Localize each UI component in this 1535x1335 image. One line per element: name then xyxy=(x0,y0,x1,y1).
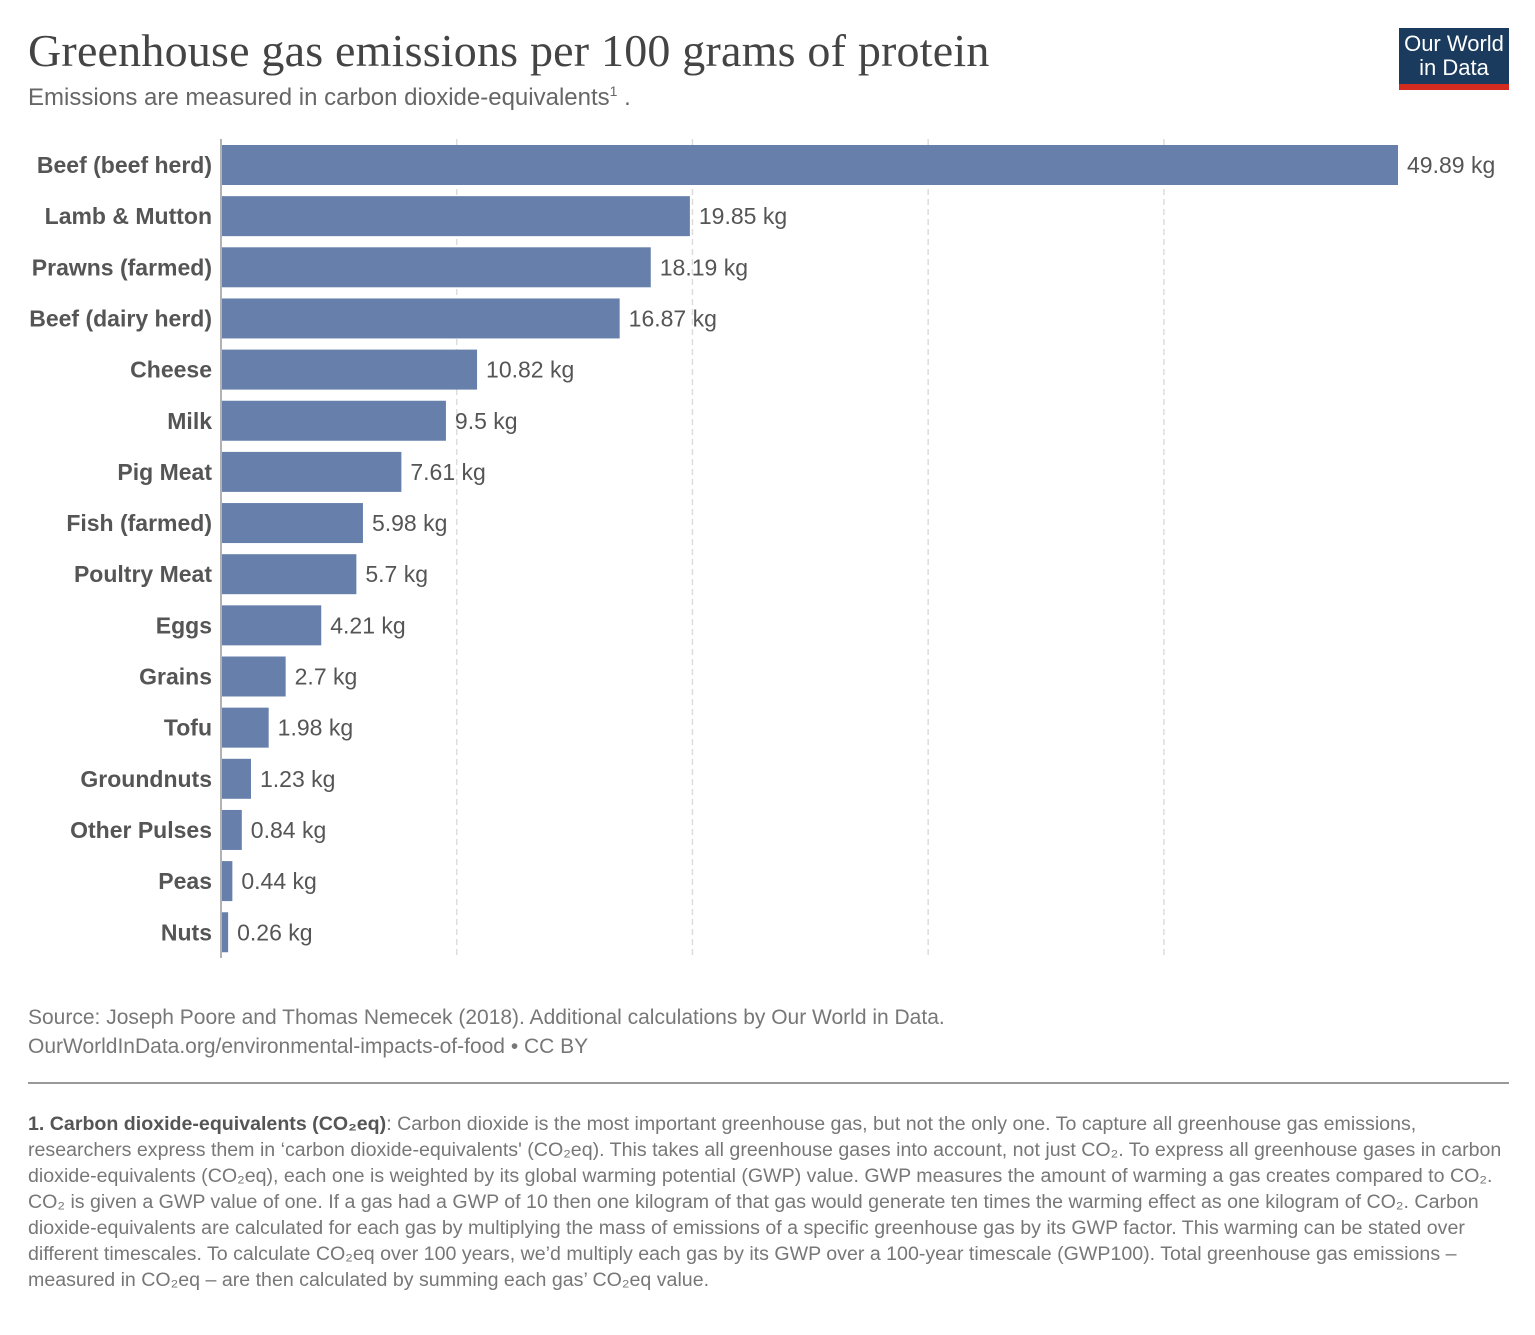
category-label: Grains xyxy=(139,664,212,690)
bar-row[interactable]: Grains 2.7 kg xyxy=(139,656,358,697)
value-label: 1.98 kg xyxy=(278,715,353,741)
gridlines xyxy=(455,139,1165,958)
bar[interactable] xyxy=(222,400,446,441)
bar-row[interactable]: Nuts 0.26 kg xyxy=(161,912,313,953)
bar[interactable] xyxy=(222,145,1398,185)
bar[interactable] xyxy=(222,605,322,646)
category-label: Milk xyxy=(167,408,212,434)
category-label: Pig Meat xyxy=(117,459,212,485)
bar-row[interactable]: Lamb & Mutton 19.85 kg xyxy=(45,196,788,237)
bar[interactable] xyxy=(222,349,478,390)
value-label: 0.44 kg xyxy=(241,868,316,894)
category-label: Peas xyxy=(158,868,212,894)
value-label: 18.19 kg xyxy=(660,254,748,280)
divider xyxy=(28,1082,1509,1084)
value-label: 16.87 kg xyxy=(629,305,717,331)
category-label: Tofu xyxy=(164,715,212,741)
value-label: 10.82 kg xyxy=(486,357,574,383)
owid-logo[interactable]: Our World in Data xyxy=(1399,28,1509,90)
category-label: Cheese xyxy=(130,357,212,383)
bar[interactable] xyxy=(222,503,363,544)
value-label: 49.89 kg xyxy=(1407,152,1495,178)
bar-row[interactable]: Fish (farmed) 5.98 kg xyxy=(66,503,447,544)
bar-row[interactable]: Cheese 10.82 kg xyxy=(130,349,574,390)
bar[interactable] xyxy=(222,196,690,237)
value-label: 9.5 kg xyxy=(455,408,518,434)
bar-row[interactable]: Poultry Meat 5.7 kg xyxy=(74,554,428,595)
logo-line-2: in Data xyxy=(1419,55,1489,80)
footnote-marker[interactable]: 1 xyxy=(609,83,618,99)
value-label: 5.7 kg xyxy=(365,561,428,587)
footnote-text: : Carbon dioxide is the most important g… xyxy=(28,1113,1502,1291)
bar[interactable] xyxy=(222,809,242,850)
source-block: Source: Joseph Poore and Thomas Nemecek … xyxy=(28,1003,945,1061)
category-label: Fish (farmed) xyxy=(66,510,212,536)
bar-row[interactable]: Tofu 1.98 kg xyxy=(164,707,353,748)
bar[interactable] xyxy=(222,861,233,902)
bar[interactable] xyxy=(222,758,251,799)
bar-row[interactable]: Eggs 4.21 kg xyxy=(156,605,406,646)
source-url[interactable]: OurWorldInData.org/environmental-impacts… xyxy=(28,1035,589,1058)
bar-row[interactable]: Milk 9.5 kg xyxy=(167,400,518,441)
value-label: 7.61 kg xyxy=(410,459,485,485)
category-label: Lamb & Mutton xyxy=(45,203,212,229)
source-text: Source: Joseph Poore and Thomas Nemecek … xyxy=(28,1006,945,1029)
category-label: Beef (beef herd) xyxy=(37,152,212,178)
chart-subtitle: Emissions are measured in carbon dioxide… xyxy=(28,83,631,112)
bars: Beef (beef herd) 49.89 kg Lamb & Mutton 19.… xyxy=(29,145,1495,953)
bar[interactable] xyxy=(222,656,286,697)
bar[interactable] xyxy=(222,554,357,595)
chart-title: Greenhouse gas emissions per 100 grams o… xyxy=(28,25,990,76)
bar-row[interactable]: Groundnuts 1.23 kg xyxy=(80,758,335,799)
value-label: 2.7 kg xyxy=(295,664,358,690)
bar-row[interactable]: Peas 0.44 kg xyxy=(158,861,317,902)
bar[interactable] xyxy=(222,451,402,492)
bar-row[interactable]: Beef (beef herd) 49.89 kg xyxy=(37,145,1495,185)
logo-line-1: Our World xyxy=(1404,31,1504,56)
bar[interactable] xyxy=(222,247,651,288)
category-label: Poultry Meat xyxy=(74,561,212,587)
subtitle-text: Emissions are measured in carbon dioxide… xyxy=(28,84,610,111)
bar-row[interactable]: Pig Meat 7.61 kg xyxy=(117,451,486,492)
category-label: Eggs xyxy=(156,612,212,638)
bar-row[interactable]: Other Pulses 0.84 kg xyxy=(70,809,326,850)
value-label: 0.26 kg xyxy=(237,919,312,945)
category-label: Prawns (farmed) xyxy=(32,254,212,280)
category-label: Other Pulses xyxy=(70,817,212,843)
subtitle-end: . xyxy=(617,84,631,111)
bar-chart: Beef (beef herd) 49.89 kg Lamb & Mutton 19.… xyxy=(29,139,1495,958)
value-label: 5.98 kg xyxy=(372,510,447,536)
value-label: 4.21 kg xyxy=(330,612,405,638)
value-label: 0.84 kg xyxy=(251,817,326,843)
footnote-heading: 1. Carbon dioxide-equivalents (CO₂eq) xyxy=(28,1113,387,1135)
bar[interactable] xyxy=(222,707,269,748)
bar-row[interactable]: Prawns (farmed) 18.19 kg xyxy=(32,247,748,288)
bar[interactable] xyxy=(222,298,620,339)
category-label: Nuts xyxy=(161,919,212,945)
value-label: 1.23 kg xyxy=(260,766,335,792)
value-label: 19.85 kg xyxy=(699,203,787,229)
footnote: 1. Carbon dioxide-equivalents (CO₂eq): C… xyxy=(28,1111,1509,1293)
category-label: Groundnuts xyxy=(80,766,212,792)
category-label: Beef (dairy herd) xyxy=(29,305,212,331)
bar-row[interactable]: Beef (dairy herd) 16.87 kg xyxy=(29,298,717,339)
bar[interactable] xyxy=(222,912,229,953)
